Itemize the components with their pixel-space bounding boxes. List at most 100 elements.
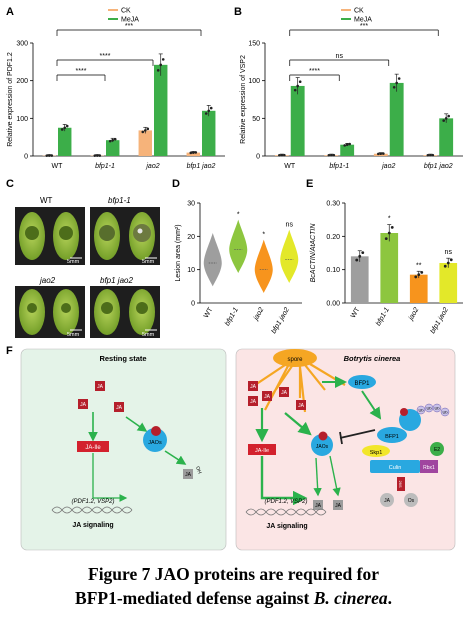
data-point [111, 138, 115, 142]
svg-text:JA: JA [116, 405, 123, 411]
data-point [143, 129, 147, 132]
scalebar-jao2: 5mm [67, 332, 80, 338]
data-point [146, 127, 150, 131]
svg-text:BFP1: BFP1 [354, 381, 370, 387]
botrytis-box [235, 348, 456, 551]
legend-label-meja: MeJA [354, 17, 372, 24]
bar-meja [340, 144, 355, 156]
significance-label: * [237, 212, 240, 219]
y-tick-label: 100 [16, 116, 28, 123]
data-point [382, 152, 385, 155]
data-point [98, 154, 102, 157]
significance-label: *** [360, 23, 368, 30]
leaf-label-bfp1: bfp1-1 [108, 196, 131, 205]
data-point [194, 151, 198, 154]
y-tick-label: 30 [187, 201, 195, 208]
significance-label: * [262, 232, 265, 239]
bar-meja [106, 140, 120, 156]
x-tick-label: bfp1 jao2 [271, 306, 292, 335]
spore-icon: spore [254, 349, 346, 413]
x-tick-label: WT [203, 306, 215, 320]
bar-meja [389, 82, 404, 156]
leaves-double [94, 289, 155, 335]
data-point [332, 153, 336, 157]
scalebar-bfp1: 5mm [142, 259, 155, 265]
data-point [161, 58, 165, 61]
leaf-label-double: bfp1 jao2 [100, 276, 133, 285]
svg-text:Ub: Ub [434, 406, 440, 411]
y-tick-label: 0.10 [326, 267, 340, 274]
dna-left [51, 506, 133, 514]
panel-label-b: B [234, 6, 242, 18]
svg-text:Rbx1: Rbx1 [423, 465, 435, 471]
svg-text:JAOs: JAOs [316, 444, 329, 450]
y-tick-label: 20 [187, 234, 195, 241]
data-point [442, 119, 445, 122]
degradation-products: JA Os JA JA [313, 493, 418, 510]
y-axis-label: Relative expression of PDF1.2 [7, 52, 14, 147]
data-point [343, 144, 346, 147]
data-point [429, 153, 432, 157]
x-tick-label: bfp1 jao2 [424, 163, 453, 170]
data-point [207, 109, 211, 113]
y-tick-label: 150 [248, 41, 260, 48]
y-tick-label: 0.00 [326, 301, 340, 308]
significance-label: ns [336, 53, 344, 60]
svg-text:JA: JA [335, 503, 342, 509]
ja-ile-right [248, 444, 276, 455]
significance-label: **** [76, 68, 87, 75]
svg-text:spore: spore [287, 357, 303, 363]
svg-text:JA: JA [185, 472, 192, 478]
data-point [189, 151, 193, 155]
violin-1 [229, 219, 248, 273]
violin-0 [203, 233, 222, 287]
resting-state-title: Resting state [99, 354, 146, 363]
svg-text:Ub: Ub [442, 410, 448, 415]
data-point [283, 153, 286, 157]
data-point [108, 139, 112, 143]
ja-ile-left [77, 441, 109, 452]
significance-label: *** [125, 23, 133, 30]
data-point [95, 154, 99, 157]
dna-right [245, 508, 327, 516]
data-point [387, 231, 391, 235]
data-point [141, 130, 145, 134]
data-point [60, 128, 64, 131]
svg-text:JAOs: JAOs [148, 440, 162, 446]
y-axis-label: Lesion area (mm²) [175, 224, 182, 281]
ja-oh-left [183, 469, 193, 479]
data-point [377, 152, 380, 156]
violin-3 [280, 229, 299, 283]
data-point [431, 153, 435, 157]
svg-text:Os: Os [408, 498, 415, 504]
legend-label-ck: CK [121, 8, 131, 15]
svg-text:Ub: Ub [418, 408, 424, 413]
data-point [358, 254, 362, 258]
leaf-photo-panel: WT bfp1-1 jao2 bfp1 jao2 [0, 178, 170, 338]
panel-label-a: A [6, 6, 14, 18]
ja-molecules-right: JA JA JA JA JA [248, 381, 306, 410]
significance-label: * [388, 216, 391, 223]
data-point [414, 275, 418, 279]
chart-bcactin-ratio: 0.00 0.10 0.20 0.30 BcACTIN/AtACTIN WT * bfp1-1… [310, 201, 463, 335]
significance-label: **** [100, 53, 111, 60]
data-point [426, 153, 430, 157]
svg-text:JA-Ile: JA-Ile [85, 445, 101, 451]
scalebar-wt: 5mm [67, 259, 80, 265]
genes-left: (PDF1.2, VSP2) [71, 499, 114, 505]
x-tick-label: bfp1-1 [329, 163, 349, 170]
bar-meja [154, 64, 168, 156]
jaos-enzyme-right: JAOs [311, 431, 333, 456]
svg-text:OH: OH [194, 466, 202, 475]
svg-text:Skp1: Skp1 [370, 450, 383, 456]
data-point [63, 126, 67, 130]
data-point [280, 153, 284, 157]
data-point [47, 154, 51, 157]
data-point [443, 264, 447, 268]
panel-label-f: F [6, 345, 13, 357]
bar-2 [409, 274, 428, 303]
y-tick-label: 10 [187, 267, 195, 274]
data-point [355, 258, 359, 262]
bar-meja [202, 110, 216, 156]
leaf-label-wt: WT [40, 196, 53, 205]
